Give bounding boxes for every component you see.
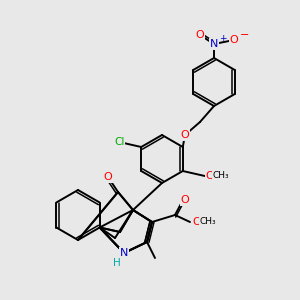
Text: H: H	[113, 258, 121, 268]
Text: N: N	[120, 248, 128, 258]
Text: O: O	[192, 217, 201, 227]
Text: Cl: Cl	[114, 137, 124, 147]
Text: CH₃: CH₃	[199, 218, 216, 226]
Text: O: O	[103, 172, 112, 182]
Text: −: −	[240, 30, 249, 40]
Text: CH₃: CH₃	[213, 172, 230, 181]
Text: O: O	[196, 30, 204, 40]
Text: N: N	[210, 39, 218, 49]
Text: +: +	[219, 34, 226, 43]
Text: O: O	[206, 171, 214, 181]
Text: O: O	[230, 35, 238, 45]
Text: O: O	[181, 130, 189, 140]
Text: O: O	[181, 195, 189, 205]
